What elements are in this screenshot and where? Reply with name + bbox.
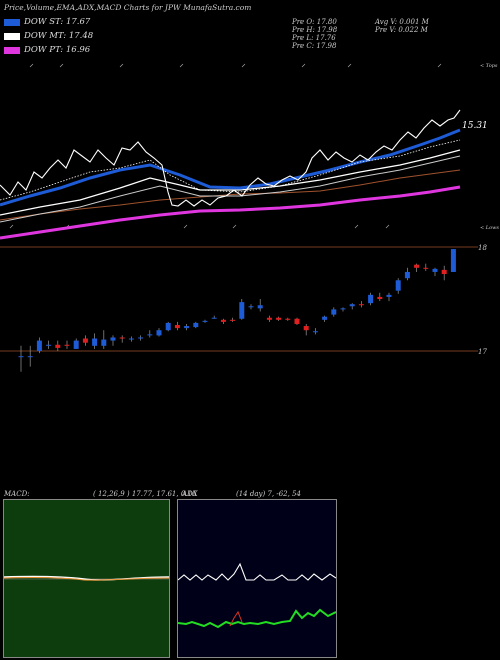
price-axis-top: 18 [478, 244, 487, 252]
adx-lines [178, 562, 336, 629]
candle-body [220, 319, 226, 322]
stat-avg-volume: Avg V: 0.001 M [375, 18, 429, 26]
candle-body [156, 330, 162, 336]
ema-tick-marks [9, 63, 442, 229]
macd-signal-line [4, 576, 169, 581]
price-axis-bottom: 17 [478, 348, 487, 356]
candle-body [386, 294, 392, 297]
macd-title: MACD: [4, 490, 30, 498]
candle-body [36, 340, 42, 351]
stat-close: Pre C: 17.98 [292, 42, 337, 50]
candle-body [423, 267, 429, 269]
candle-body [312, 331, 318, 333]
macd-params: ( 12,26,9 ) 17.77, 17.61, 0.16 [93, 490, 197, 498]
candle-body [414, 264, 420, 268]
ema-gray-line [0, 155, 461, 223]
candle-body [331, 309, 337, 315]
adx-white-line [178, 562, 336, 581]
legend-dow-mt: DOW MT: 17.48 [4, 31, 93, 41]
legend-swatch-mt [4, 32, 20, 40]
ema-magenta-line [0, 185, 461, 240]
stat-high: Pre H: 17.98 [292, 26, 338, 34]
candle-body [239, 302, 245, 319]
legend-swatch-pt [4, 46, 20, 54]
candle-body [266, 317, 272, 320]
candle-body [101, 339, 107, 346]
macd-line [4, 575, 169, 581]
candle-body [147, 334, 153, 336]
adx-title: ADX [182, 490, 198, 498]
candle-body [404, 271, 410, 279]
ema-lows-label: < Lows [480, 225, 499, 231]
legend-label-st: DOW ST: 17.67 [24, 17, 91, 27]
candle-body [119, 337, 125, 339]
candle-body [92, 338, 98, 346]
candle-body [55, 344, 61, 348]
adx-params: (14 day) 7, -62, 54 [236, 490, 301, 498]
candle-body [248, 306, 254, 308]
stat-open: Pre O: 17.80 [292, 18, 337, 26]
adx-red-line [229, 610, 243, 627]
legend-label-mt: DOW MT: 17.48 [24, 31, 94, 41]
candle-body [377, 296, 383, 299]
candle-body [349, 304, 355, 307]
candle-body [64, 344, 70, 346]
candle-body [110, 337, 116, 341]
candle-body [165, 322, 171, 331]
legend-dow-pt: DOW PT: 16.96 [4, 45, 90, 55]
candle-body [368, 294, 374, 304]
legend-swatch-st [4, 18, 20, 26]
ema-blue-line [0, 128, 461, 207]
candle-body [230, 319, 236, 321]
candle-body [303, 326, 309, 331]
candlestick-series [18, 249, 456, 372]
legend-dow-st: DOW ST: 17.67 [4, 17, 90, 27]
candle-body [174, 325, 180, 329]
candle-body [285, 318, 291, 320]
adx-green-line [178, 608, 336, 629]
candle-body [340, 308, 346, 310]
ema-white-line [0, 149, 461, 216]
candle-body [73, 340, 79, 349]
adx-panel [177, 499, 337, 658]
ema-tops-label: < Tops [480, 63, 498, 69]
macd-panel [3, 499, 170, 658]
candle-body [257, 305, 263, 309]
candle-body [395, 280, 401, 291]
ema-last-value: 15.31 [462, 121, 488, 131]
price-white-line [0, 109, 461, 207]
chart-title: Price,Volume,EMA,ADX,MACD Charts for JPW… [4, 3, 252, 12]
candle-body [202, 320, 208, 322]
stat-pre-volume: Pre V: 0.022 M [375, 26, 428, 34]
candle-body [82, 338, 88, 343]
candle-body [450, 249, 456, 272]
candle-body [184, 326, 190, 329]
candle-body [18, 356, 24, 358]
macd-lines [4, 575, 169, 581]
price-dotted-line [0, 139, 461, 201]
candle-body [294, 318, 300, 324]
candle-body [46, 344, 52, 346]
candle-body [138, 337, 144, 339]
candle-body [27, 356, 33, 358]
candle-body [276, 317, 282, 320]
candle-body [193, 322, 199, 328]
candle-body [128, 338, 134, 340]
candle-body [211, 317, 217, 319]
candle-body [441, 269, 447, 275]
ema-brown-line [0, 169, 461, 221]
candle-body [358, 304, 364, 306]
stat-low: Pre L: 17.76 [292, 34, 336, 42]
candle-body [432, 268, 438, 272]
legend-label-pt: DOW PT: 16.96 [24, 45, 91, 55]
candle-body [322, 316, 328, 320]
